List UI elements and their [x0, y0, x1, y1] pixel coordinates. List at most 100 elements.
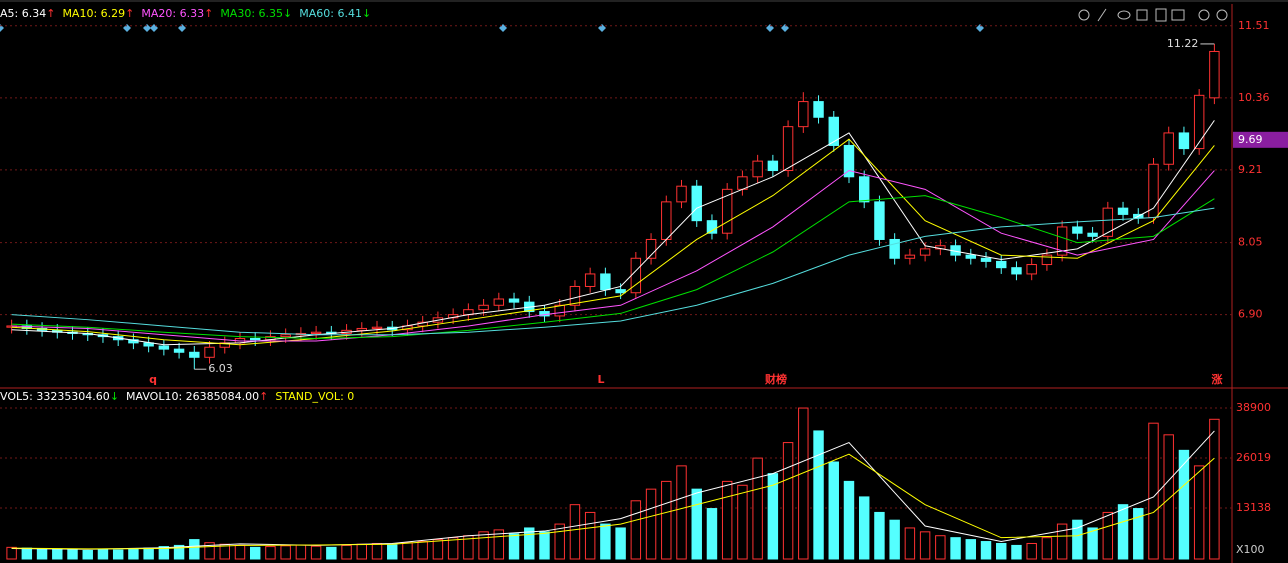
ma-line: [11, 169, 1215, 342]
volume-bar: [1133, 508, 1144, 560]
marker: [766, 24, 774, 32]
candle-body: [919, 248, 931, 256]
zoom-out[interactable]: [1216, 9, 1228, 21]
legend-arrow: ↑: [46, 7, 55, 20]
candle-body: [1102, 207, 1114, 237]
volume-bar: [965, 539, 977, 560]
volume-bar: [128, 548, 139, 560]
candle-body: [813, 101, 824, 118]
y-tick-label: 13138: [1236, 501, 1271, 514]
volume-bar: [341, 544, 352, 560]
candle-body: [798, 101, 809, 128]
legend-gap: [134, 7, 141, 20]
candle-body: [1072, 226, 1083, 234]
volume-bar: [798, 407, 809, 560]
settings-icon[interactable]: [1078, 9, 1090, 21]
y-tick-label: 26019: [1236, 451, 1271, 464]
toolbar: [1078, 8, 1228, 22]
ma-line: [11, 195, 1215, 339]
volume-bar: [52, 548, 63, 560]
legend-gap: [119, 390, 126, 403]
volume-bar: [1193, 465, 1205, 560]
volume-bar: [1102, 511, 1114, 560]
volume-bar: [1117, 504, 1129, 560]
volume-bar: [1011, 544, 1022, 560]
volume-bar: [661, 480, 672, 560]
legend-gap: [268, 390, 275, 403]
candle-body: [204, 346, 215, 358]
volume-bar: [554, 523, 565, 560]
y-tick-label: 10.36: [1238, 91, 1270, 104]
high-label: 11.22: [1167, 37, 1199, 50]
candle-body: [1011, 267, 1022, 275]
volume-bar: [889, 519, 900, 560]
candle-body: [1117, 207, 1129, 215]
ma-line: [11, 453, 1215, 550]
y-tick-label: 9.21: [1238, 163, 1263, 176]
store-icon[interactable]: [1136, 9, 1148, 21]
draw-icon[interactable]: [1097, 8, 1107, 22]
marker: [123, 24, 131, 32]
marker: [598, 24, 606, 32]
volume-bar: [417, 541, 428, 560]
volume-bar: [874, 511, 885, 560]
volume-bar: [508, 533, 520, 560]
window-icon[interactable]: [1171, 9, 1185, 21]
candle-body: [874, 201, 885, 240]
view-icon[interactable]: [1117, 10, 1131, 20]
unit-label: X100: [1236, 543, 1265, 556]
candle-body: [889, 238, 900, 259]
volume-bar: [204, 542, 215, 560]
volume-bar: [82, 549, 93, 560]
marker: [143, 24, 151, 32]
candle-body: [371, 326, 383, 329]
volume-bar: [782, 442, 794, 560]
legend-item: MAVOL10: 26385084.00: [126, 390, 259, 403]
candle-body: [615, 289, 626, 294]
volume-bar: [478, 531, 489, 560]
ma-line: [11, 430, 1215, 550]
candle-body: [356, 327, 368, 331]
volume-bar: [1209, 418, 1220, 560]
volume-bar: [843, 480, 855, 560]
candle-body: [980, 257, 992, 262]
y-tick-label: 8.05: [1238, 236, 1263, 249]
volume-bar: [645, 488, 657, 560]
candle-body: [173, 348, 185, 353]
volume-bar: [493, 529, 505, 560]
marker: [499, 24, 507, 32]
volume-bar: [858, 496, 870, 560]
y-tick-label: 6.90: [1238, 308, 1263, 321]
ma-line: [11, 138, 1215, 346]
marker: [178, 24, 186, 32]
legend-gap: [213, 7, 220, 20]
volume-bar: [1087, 527, 1098, 560]
legend-gap: [292, 7, 299, 20]
volume-bar: [721, 480, 733, 560]
candle-body: [858, 176, 870, 203]
legend-arrow: ↑: [125, 7, 134, 20]
marker: [976, 24, 984, 32]
candle-body: [965, 254, 977, 259]
y-tick-label: 38900: [1236, 401, 1271, 414]
candle-body: [158, 345, 170, 350]
candle-body: [554, 304, 565, 317]
volume-bar: [280, 545, 291, 560]
volume-bar: [97, 548, 109, 560]
candle-body: [310, 331, 322, 334]
candle-body: [280, 334, 291, 338]
volume-bar: [904, 527, 916, 560]
candle-body: [1193, 94, 1205, 150]
volume-bar: [1026, 542, 1037, 560]
volume-bar: [752, 457, 763, 560]
zoom-in[interactable]: [1198, 9, 1210, 21]
candle-body: [508, 298, 520, 303]
candle-body: [1163, 132, 1174, 165]
hand-icon[interactable]: [1155, 8, 1167, 22]
candle-body: [752, 160, 763, 178]
legend-arrow: ↓: [283, 7, 292, 20]
legend-item: MA60: 6.41: [299, 7, 362, 20]
legend-arrow: ↑: [259, 390, 268, 403]
candle-body: [904, 254, 916, 259]
